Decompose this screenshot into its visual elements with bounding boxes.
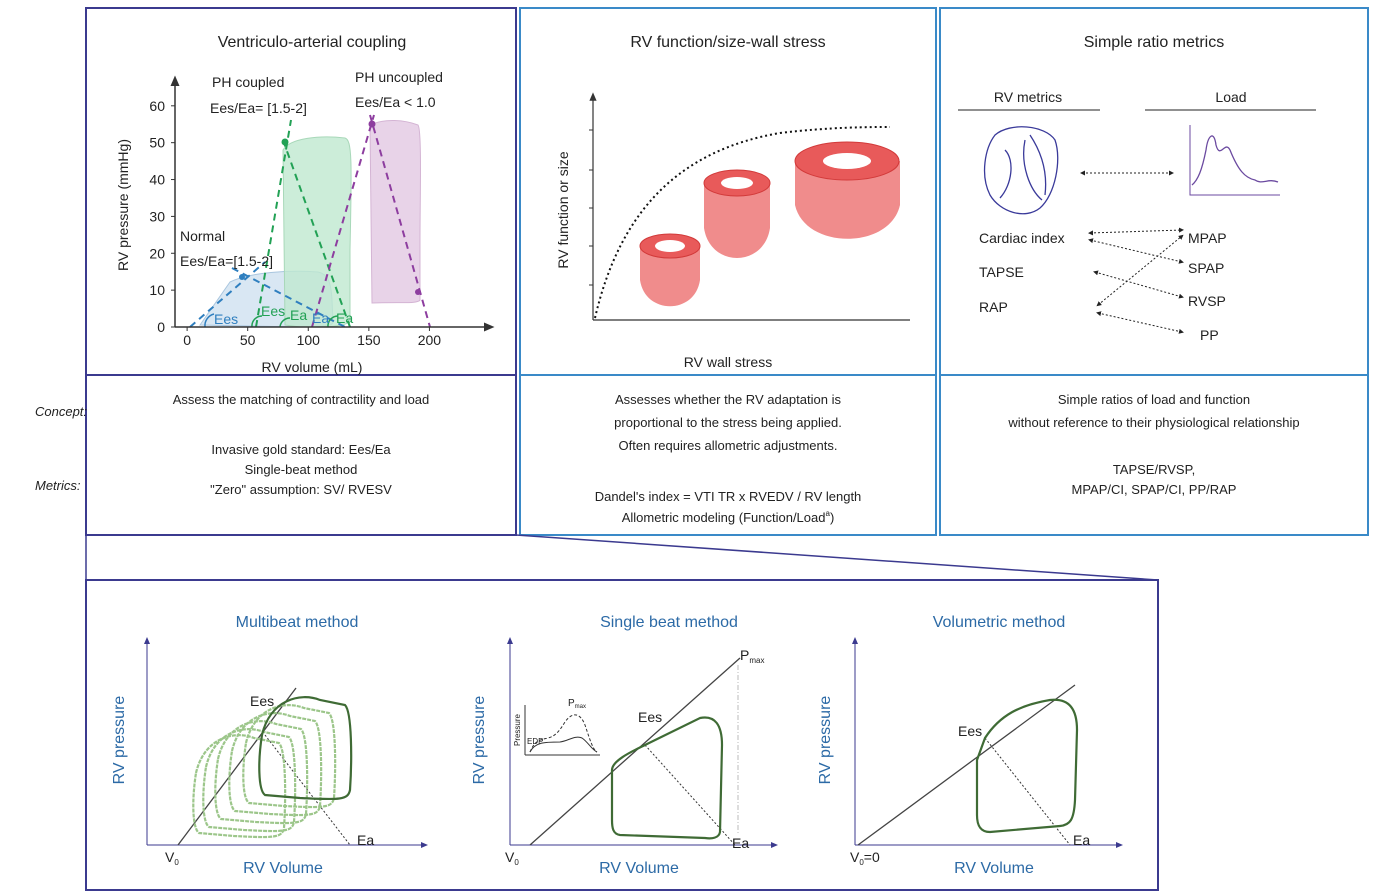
annotation: Ees/Ea < 1.0 <box>355 94 436 110</box>
concept-text: proportional to the stress being applied… <box>614 415 842 430</box>
annotation: Ees <box>250 693 274 709</box>
y-tick-label: 30 <box>149 208 165 224</box>
column-header: RV metrics <box>994 89 1062 105</box>
ratio-diagram <box>958 110 1316 332</box>
figure: Concept: Metrics: Ventriculo-arterial co… <box>0 0 1375 895</box>
wall-stress-diagram <box>589 96 910 320</box>
annotation: Normal <box>180 228 225 244</box>
side-label: Metrics: <box>35 478 81 493</box>
metrics-text: Invasive gold standard: Ees/Ea <box>211 442 391 457</box>
rv-metric: RAP <box>979 299 1008 315</box>
inset-label: Pmax <box>568 698 586 710</box>
metrics-text: "Zero" assumption: SV/ RVESV <box>210 482 392 497</box>
annotation: V0 <box>505 849 519 867</box>
annotation: Ees/Ea=[1.5-2] <box>180 253 273 269</box>
concept-text: Assesses whether the RV adaptation is <box>615 392 841 407</box>
load-metric: SPAP <box>1188 260 1224 276</box>
annotation: Ees <box>261 303 285 319</box>
metrics-text: MPAP/CI, SPAP/CI, PP/RAP <box>1072 482 1237 497</box>
y-tick-label: 40 <box>149 172 165 188</box>
metrics-text: TAPSE/RVSP, <box>1113 462 1195 477</box>
x-axis-label: RV Volume <box>954 860 1034 877</box>
inset-label: EDP <box>527 737 543 746</box>
concept-text: Often requires allometric adjustments. <box>619 438 838 453</box>
metrics-text: Allometric modeling (Function/Loada) <box>622 509 835 525</box>
annotation: Ees/Ea= [1.5-2] <box>210 100 307 116</box>
annotation: Ea <box>290 307 307 323</box>
concept-text: without reference to their physiological… <box>1007 415 1299 430</box>
load-metric: MPAP <box>1188 230 1227 246</box>
x-axis-label: RV Volume <box>599 860 679 877</box>
method-title: Volumetric method <box>933 614 1066 631</box>
annotation: Ea <box>1073 832 1090 848</box>
concept-text: Assess the matching of contractility and… <box>173 392 430 407</box>
annotation: Ees <box>958 723 982 739</box>
panel-title: Ventriculo-arterial coupling <box>218 34 407 51</box>
concept-text: Simple ratios of load and function <box>1058 392 1250 407</box>
annotation: PH uncoupled <box>355 69 443 85</box>
annotation: V0 <box>165 849 179 867</box>
method-title: Multibeat method <box>236 614 359 631</box>
rv-metric: Cardiac index <box>979 230 1065 246</box>
method-diagrams <box>147 640 1120 845</box>
y-tick-label: 10 <box>149 282 165 298</box>
annotation: V0=0 <box>850 849 880 867</box>
y-axis-label: RV function or size <box>555 151 571 268</box>
metrics-text: Dandel's index = VTI TR x RVEDV / RV len… <box>595 489 862 504</box>
annotation: Ees <box>638 709 662 725</box>
annotation: Ees <box>214 311 238 327</box>
annotation: Ea <box>312 310 329 326</box>
y-tick-label: 50 <box>149 135 165 151</box>
x-tick-label: 150 <box>357 332 381 348</box>
y-tick-label: 0 <box>157 319 165 335</box>
annotation: Ea <box>732 835 749 851</box>
x-axis-label: RV volume (mL) <box>262 359 363 375</box>
panel-title: Simple ratio metrics <box>1084 34 1224 51</box>
metrics-text: Single-beat method <box>245 462 358 477</box>
y-axis-label: RV pressure <box>111 696 128 785</box>
annotation: Ea <box>357 832 374 848</box>
panel-title: RV function/size-wall stress <box>630 34 825 51</box>
method-title: Single beat method <box>600 614 738 631</box>
y-axis-label: RV pressure <box>817 696 834 785</box>
annotation: PH coupled <box>212 74 284 90</box>
x-tick-label: 0 <box>183 332 191 348</box>
y-axis-label: RV pressure <box>471 696 488 785</box>
rv-metric: TAPSE <box>979 264 1024 280</box>
inset-label: Pressure <box>513 713 522 746</box>
x-axis-label: RV wall stress <box>684 354 772 370</box>
load-metric: PP <box>1200 327 1219 343</box>
y-axis-label: RV pressure (mmHg) <box>115 139 131 271</box>
load-metric: RVSP <box>1188 293 1226 309</box>
column-header: Load <box>1215 89 1246 105</box>
x-tick-label: 200 <box>418 332 442 348</box>
y-tick-label: 20 <box>149 245 165 261</box>
y-tick-label: 60 <box>149 98 165 114</box>
annotation: Ea <box>336 310 353 326</box>
x-tick-label: 50 <box>240 332 256 348</box>
x-axis-label: RV Volume <box>243 860 323 877</box>
x-tick-label: 100 <box>297 332 321 348</box>
side-label: Concept: <box>35 404 87 419</box>
annotation: Pmax <box>740 647 764 665</box>
pv-loops <box>190 115 430 327</box>
